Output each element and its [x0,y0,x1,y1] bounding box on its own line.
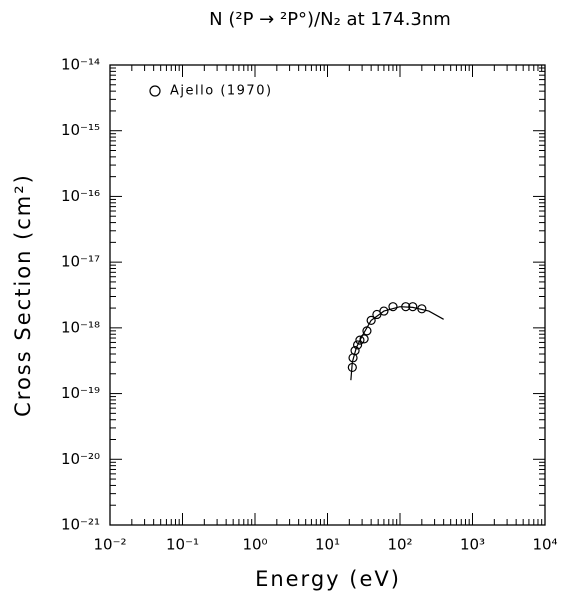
x-tick-label: 10² [387,536,412,554]
y-tick-label: 10⁻¹⁷ [61,253,100,271]
y-tick-label: 10⁻¹⁸ [61,318,100,336]
y-tick-label: 10⁻²⁰ [61,450,100,468]
data-point [352,340,363,350]
y-tick-label: 10⁻¹⁴ [61,56,100,74]
x-tick-label: 10⁻¹ [166,536,199,554]
data-point [388,302,398,312]
x-tick-label: 10⁰ [242,536,267,554]
x-tick-label: 10¹ [315,536,340,554]
fit-line [350,306,444,381]
legend-label: Ajello (1970) [170,84,273,99]
y-tick-label: 10⁻¹⁶ [61,187,100,205]
data-point [366,315,376,325]
x-tick-label: 10⁴ [532,536,557,554]
chart-title: N (²P → ²P°)/N₂ at 174.3nm [209,9,451,30]
legend-marker [149,85,161,97]
x-tick-label: 10⁻² [93,536,126,554]
data-point [355,335,365,345]
x-axis-label: Energy (eV) [255,567,401,591]
y-tick-label: 10⁻¹⁵ [61,121,100,139]
x-tick-label: 10³ [460,536,485,554]
y-tick-label: 10⁻²¹ [61,516,100,534]
plot-frame [109,64,546,526]
data-point [350,346,360,356]
y-axis-label: Cross Section (cm²) [11,173,35,417]
y-tick-label: 10⁻¹⁹ [61,384,100,402]
data-point [379,306,389,316]
